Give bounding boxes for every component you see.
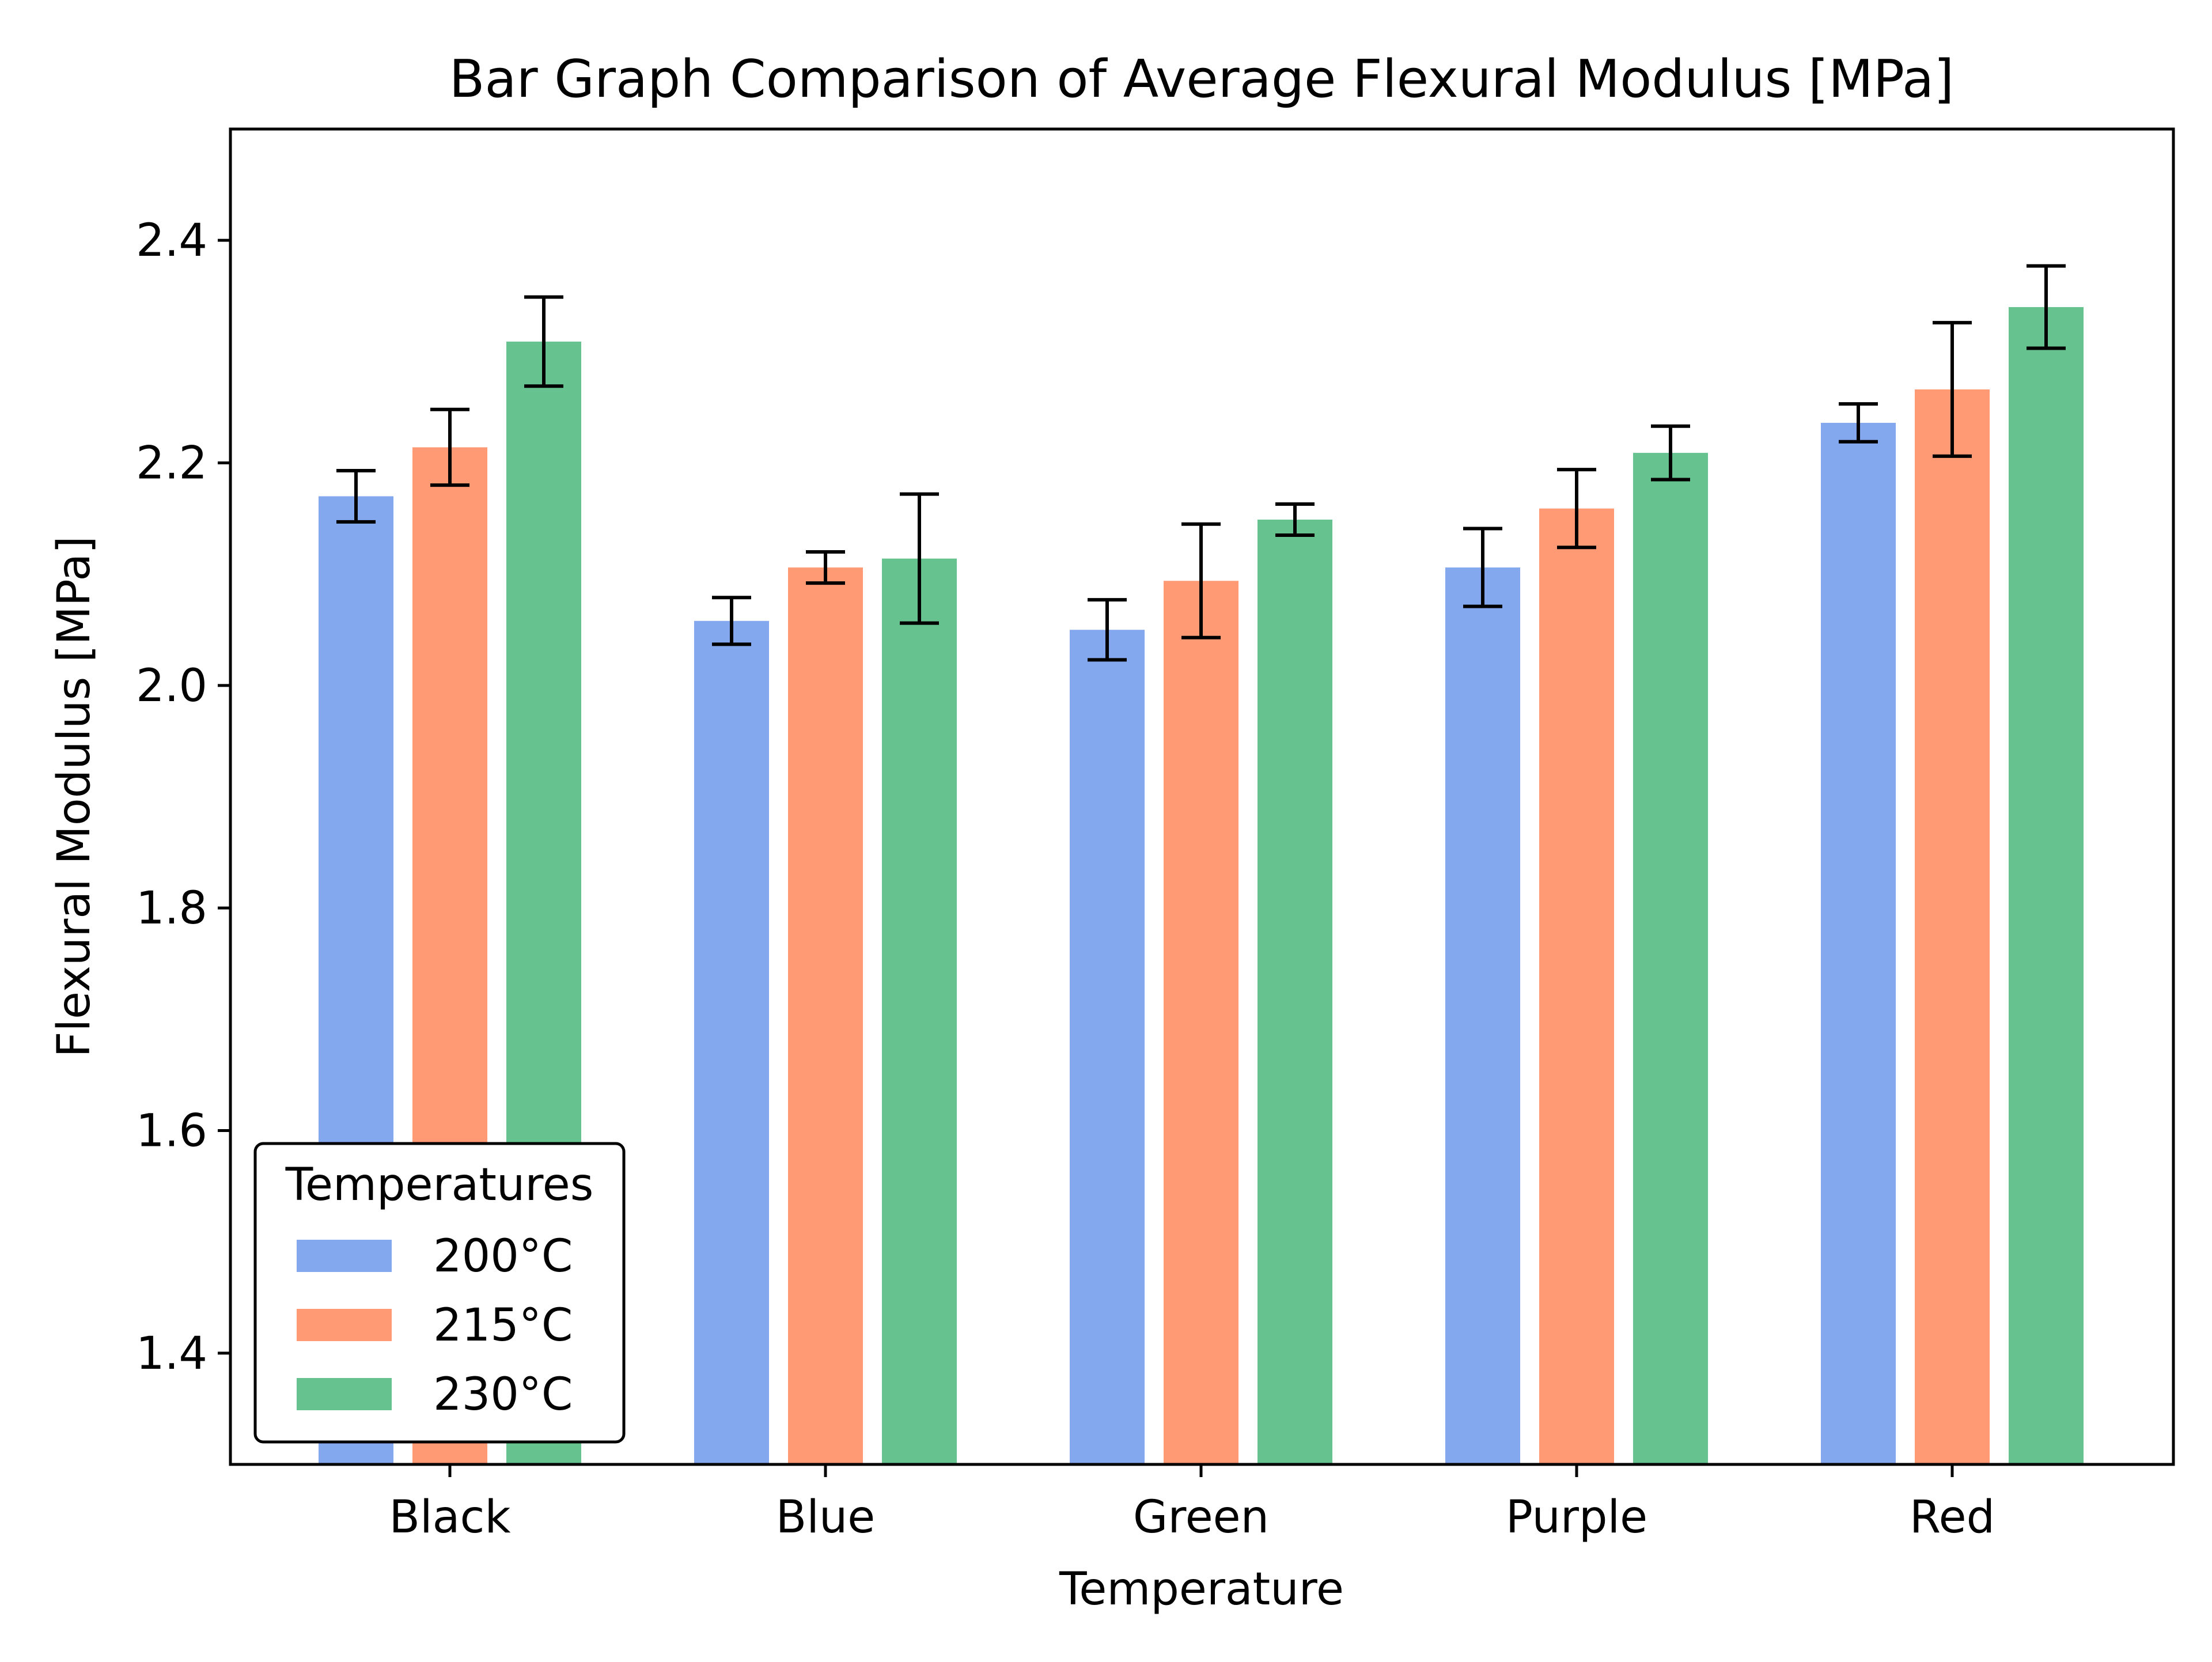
bar-purple-2: [1633, 453, 1708, 1464]
legend-swatch: [297, 1240, 392, 1272]
bar-green-0: [1070, 630, 1145, 1464]
y-tick-label: 1.4: [136, 1328, 207, 1380]
legend: Temperatures 200°C 215°C 230°C: [253, 1142, 626, 1444]
bar-purple-0: [1445, 567, 1520, 1464]
bar-red-1: [1915, 389, 1990, 1464]
x-tick-label: Black: [389, 1491, 510, 1543]
x-tick-label: Blue: [776, 1491, 876, 1543]
bar-blue-1: [788, 567, 863, 1464]
legend-label: 200°C: [433, 1231, 573, 1282]
bar-blue-2: [882, 558, 957, 1465]
bar-green-2: [1257, 520, 1332, 1464]
bar-purple-1: [1539, 508, 1614, 1465]
x-tick-label: Purple: [1506, 1491, 1647, 1543]
legend-frame: [253, 1142, 626, 1444]
bars-layer: [319, 307, 2084, 1465]
y-tick-label: 1.6: [136, 1106, 207, 1157]
y-axis-label: Flexural Modulus [MPa]: [48, 536, 100, 1057]
error-bars-layer: [336, 264, 2066, 662]
chart-title: Bar Graph Comparison of Average Flexural…: [449, 49, 1955, 109]
x-axis-label: Temperature: [1059, 1563, 1344, 1615]
bar-red-2: [2009, 307, 2084, 1464]
legend-label: 230°C: [433, 1369, 573, 1421]
legend-swatch: [297, 1378, 392, 1410]
y-tick-label: 2.2: [136, 438, 207, 490]
x-axis: Black Blue Green Purple Red: [389, 1464, 1995, 1543]
y-tick-label: 2.0: [136, 660, 207, 712]
x-tick-label: Green: [1133, 1491, 1269, 1543]
bar-green-1: [1164, 581, 1238, 1465]
legend-swatch: [297, 1309, 392, 1341]
legend-label: 215°C: [433, 1300, 573, 1351]
bar-blue-0: [694, 620, 769, 1464]
y-tick-label: 1.8: [136, 883, 207, 934]
bar-red-0: [1821, 422, 1896, 1465]
legend-items: 200°C 215°C 230°C: [297, 1231, 573, 1421]
legend-title: Temperatures: [285, 1159, 594, 1211]
x-tick-label: Red: [1910, 1491, 1995, 1543]
y-axis: 1.4 1.6 1.8 2.0 2.2 2.4: [136, 215, 230, 1380]
y-tick-label: 2.4: [136, 215, 207, 267]
